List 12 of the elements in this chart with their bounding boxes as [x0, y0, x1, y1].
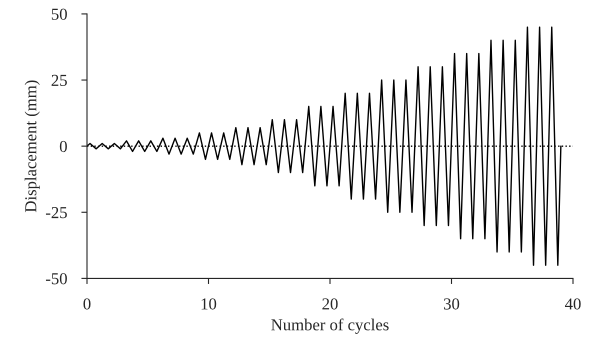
y-tick-label: -50 — [46, 273, 67, 284]
x-tick-label: 30 — [444, 298, 460, 310]
x-tick-label: 20 — [322, 298, 338, 310]
x-axis-title: Number of cycles — [271, 318, 389, 334]
y-tick-label: 25 — [52, 74, 67, 86]
x-tick-label: 0 — [83, 298, 91, 310]
y-tick-label: 0 — [60, 140, 67, 152]
y-tick-label: 50 — [52, 8, 67, 20]
y-axis-title: Displacement (mm) — [24, 80, 40, 212]
x-tick-label: 40 — [564, 298, 581, 310]
y-tick-label: -25 — [46, 207, 67, 218]
x-tick-label: 10 — [202, 298, 216, 310]
